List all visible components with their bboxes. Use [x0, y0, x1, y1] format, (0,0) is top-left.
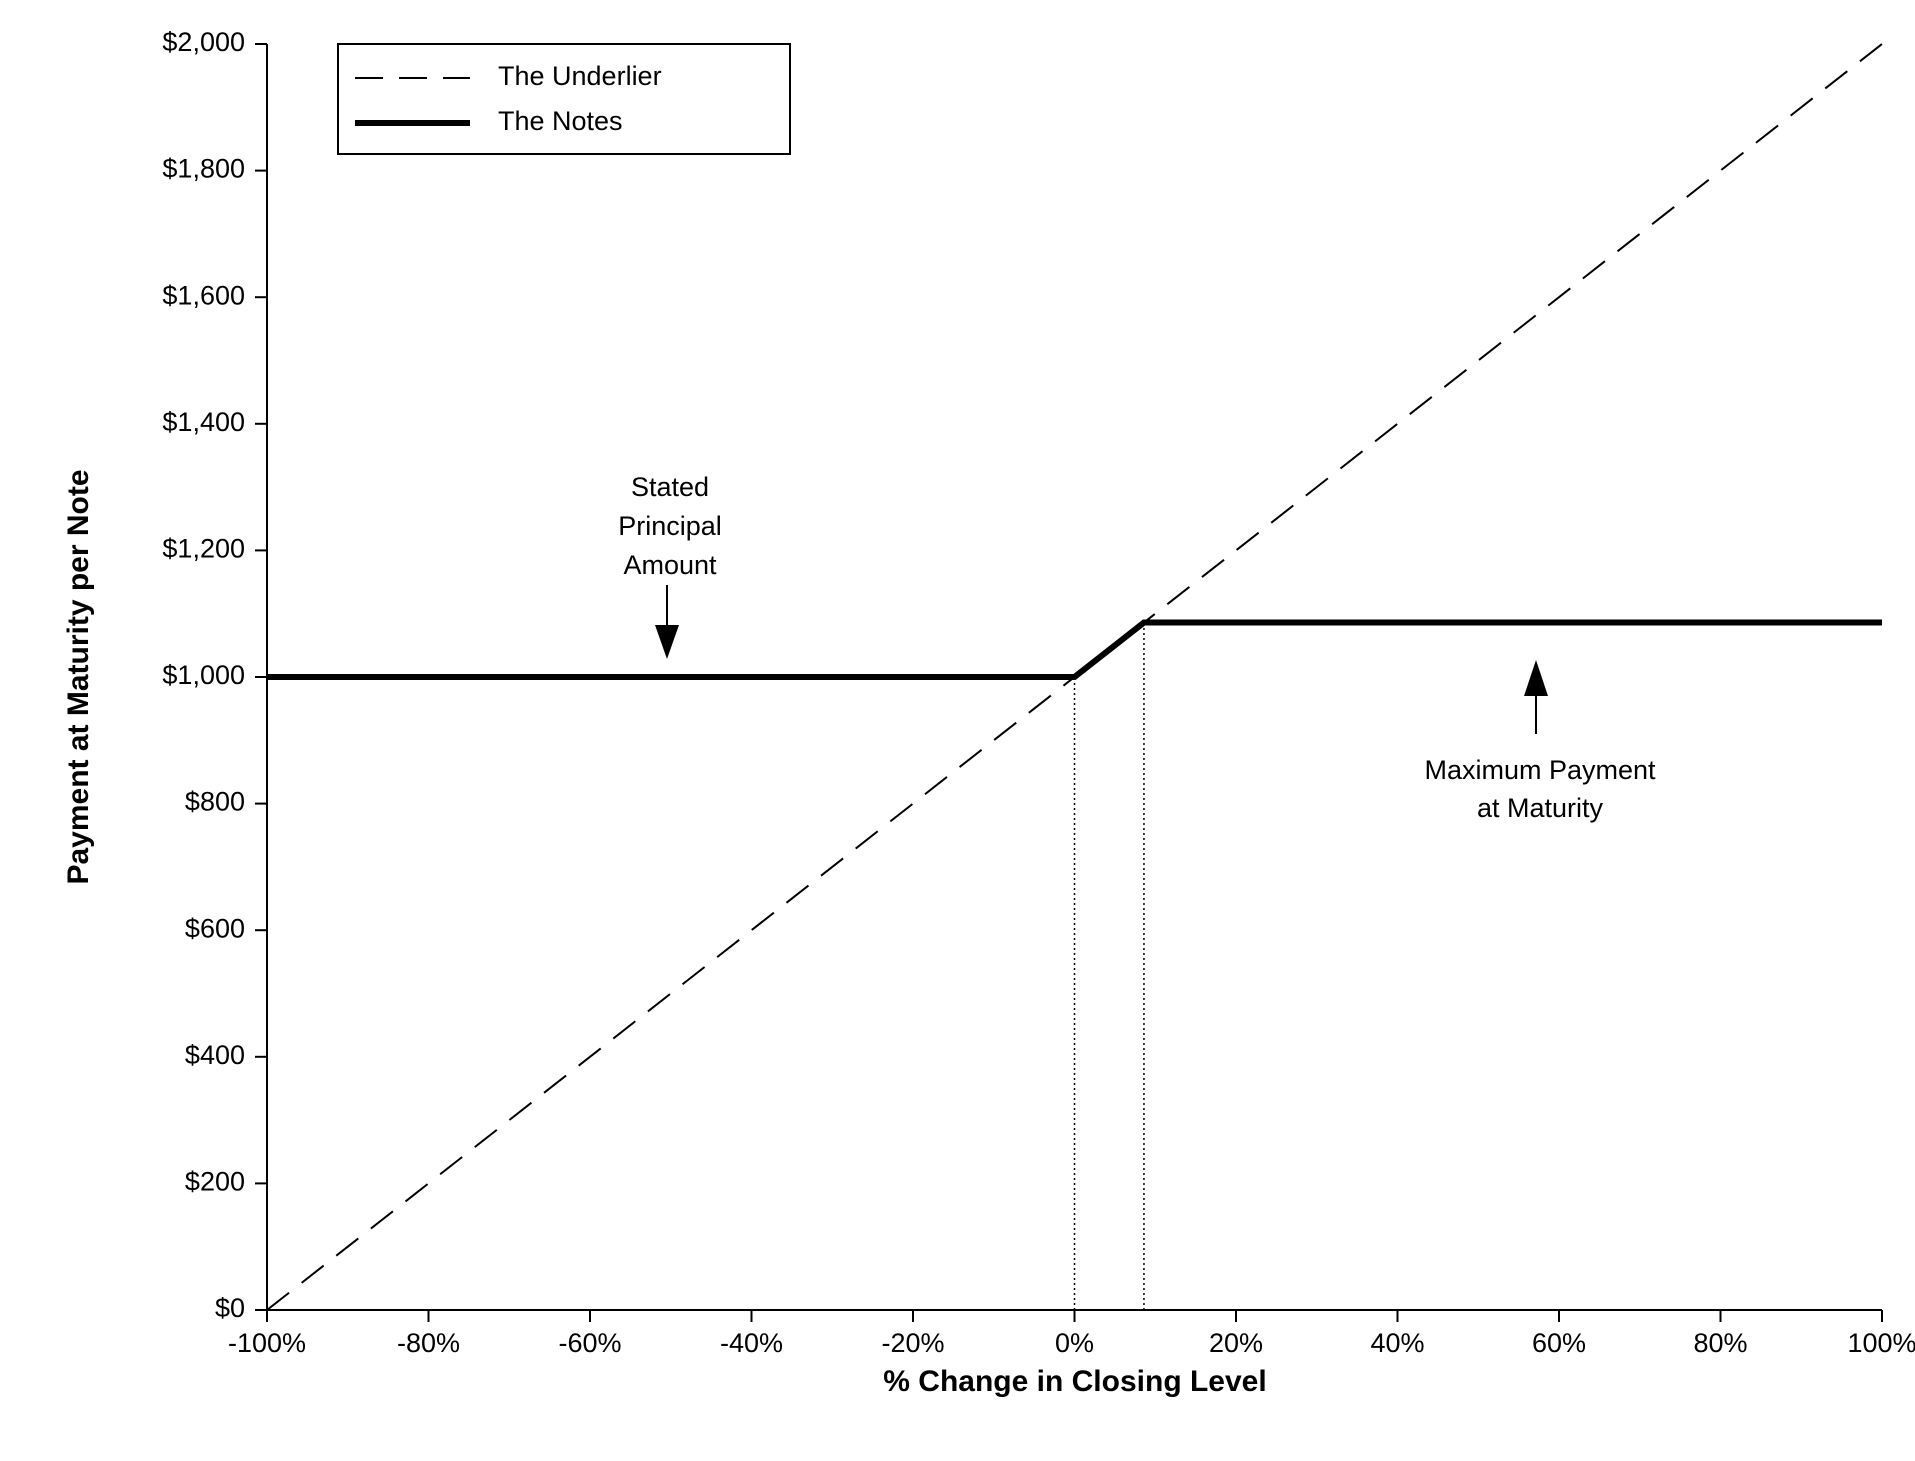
- annotation: Stated: [631, 472, 709, 502]
- x-tick-label: -60%: [558, 1328, 621, 1358]
- y-tick-label: $0: [215, 1293, 245, 1323]
- y-tick-label: $1,200: [162, 534, 245, 564]
- x-tick-label: 80%: [1693, 1328, 1747, 1358]
- x-tick-label: -80%: [397, 1328, 460, 1358]
- y-tick-label: $400: [185, 1040, 245, 1070]
- x-tick-label: 100%: [1847, 1328, 1915, 1358]
- x-tick-label: -20%: [881, 1328, 944, 1358]
- legend-label: The Notes: [498, 106, 623, 136]
- y-tick-label: $1,800: [162, 154, 245, 184]
- y-axis-label: Payment at Maturity per Note: [62, 469, 95, 884]
- arrow-head: [655, 625, 679, 659]
- x-tick-label: 40%: [1370, 1328, 1424, 1358]
- x-tick-label: 0%: [1055, 1328, 1094, 1358]
- annotation: at Maturity: [1477, 793, 1604, 823]
- x-tick-label: 20%: [1209, 1328, 1263, 1358]
- y-tick-label: $1,600: [162, 280, 245, 310]
- y-tick-label: $800: [185, 787, 245, 817]
- y-tick-label: $200: [185, 1167, 245, 1197]
- annotation: Maximum Payment: [1424, 755, 1656, 785]
- annotation: Amount: [623, 550, 717, 580]
- y-tick-label: $600: [185, 913, 245, 943]
- x-axis-label: % Change in Closing Level: [883, 1365, 1266, 1398]
- y-tick-label: $2,000: [162, 27, 245, 57]
- y-tick-label: $1,400: [162, 407, 245, 437]
- x-tick-label: -100%: [228, 1328, 306, 1358]
- arrow-head: [1524, 660, 1548, 696]
- legend-label: The Underlier: [498, 61, 662, 91]
- legend-box: [337, 43, 791, 155]
- x-tick-label: -40%: [720, 1328, 783, 1358]
- y-tick-label: $1,000: [162, 660, 245, 690]
- series-line: [267, 619, 1882, 680]
- x-tick-label: 60%: [1532, 1328, 1586, 1358]
- annotation: Principal: [618, 511, 722, 541]
